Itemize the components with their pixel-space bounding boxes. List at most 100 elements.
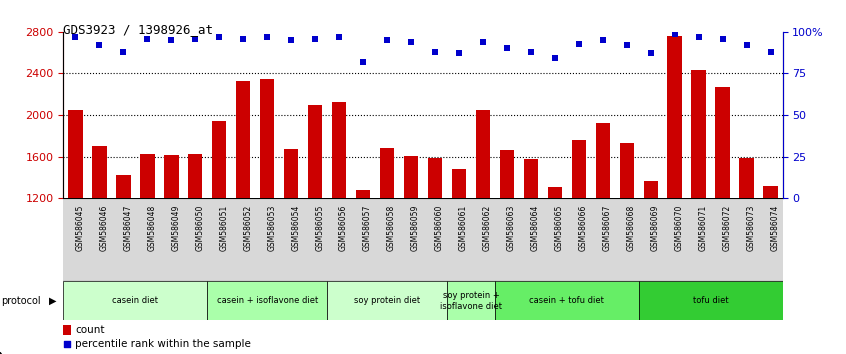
Bar	[500, 150, 514, 323]
Point	[428, 49, 442, 55]
Bar	[524, 159, 538, 323]
Text: GSM586059: GSM586059	[411, 205, 420, 251]
Text: soy protein +
isoflavone diet: soy protein + isoflavone diet	[440, 291, 502, 310]
Point	[739, 42, 753, 48]
Bar	[572, 140, 586, 323]
Text: GSM586058: GSM586058	[387, 205, 396, 251]
Text: protocol: protocol	[1, 296, 41, 306]
Text: GSM586068: GSM586068	[627, 205, 635, 251]
Text: GSM586065: GSM586065	[555, 205, 563, 251]
Bar	[475, 110, 490, 323]
Text: GSM586045: GSM586045	[75, 205, 85, 251]
Point	[164, 37, 178, 43]
Bar	[236, 81, 250, 323]
Point	[596, 37, 609, 43]
Bar	[495, 281, 639, 320]
Point	[356, 59, 370, 65]
Point	[548, 56, 562, 61]
Bar	[547, 187, 562, 323]
Bar	[447, 281, 495, 320]
Point	[261, 34, 274, 40]
Bar	[739, 158, 754, 323]
Bar	[140, 154, 155, 323]
Point	[404, 39, 418, 45]
Text: casein + isoflavone diet: casein + isoflavone diet	[217, 296, 318, 306]
Text: GSM586071: GSM586071	[699, 205, 707, 251]
Bar	[644, 181, 658, 323]
Point	[60, 341, 74, 347]
Bar	[716, 87, 730, 323]
Text: GSM586060: GSM586060	[435, 205, 444, 251]
Text: GSM586048: GSM586048	[147, 205, 157, 251]
Text: GSM586053: GSM586053	[267, 205, 276, 251]
Text: GSM586070: GSM586070	[675, 205, 684, 251]
Text: soy protein diet: soy protein diet	[354, 296, 420, 306]
Point	[332, 34, 346, 40]
Text: GSM586049: GSM586049	[171, 205, 180, 251]
Point	[667, 31, 681, 36]
Bar	[380, 148, 394, 323]
Point	[500, 46, 514, 51]
Bar	[212, 121, 227, 323]
Text: GSM586054: GSM586054	[291, 205, 300, 251]
Bar	[69, 110, 83, 323]
Bar	[188, 154, 202, 323]
Bar	[164, 155, 179, 323]
Point	[764, 49, 777, 55]
Point	[716, 36, 729, 41]
Bar	[404, 156, 418, 323]
Text: GSM586064: GSM586064	[531, 205, 540, 251]
Text: GSM586074: GSM586074	[771, 205, 779, 251]
Bar	[308, 105, 322, 323]
Text: ▶: ▶	[49, 296, 57, 306]
Point	[212, 34, 226, 40]
Point	[117, 49, 130, 55]
Point	[452, 51, 465, 56]
Bar	[356, 190, 371, 323]
Text: GSM586050: GSM586050	[195, 205, 204, 251]
Bar	[284, 149, 299, 323]
Point	[644, 51, 657, 56]
Bar	[63, 281, 207, 320]
Point	[140, 36, 154, 41]
Bar	[691, 70, 706, 323]
Text: GSM586052: GSM586052	[244, 205, 252, 251]
Text: GSM586063: GSM586063	[507, 205, 516, 251]
Bar	[63, 325, 71, 335]
Text: GSM586067: GSM586067	[602, 205, 612, 251]
Text: GSM586055: GSM586055	[315, 205, 324, 251]
Point	[92, 42, 106, 48]
Bar	[332, 102, 346, 323]
Bar	[92, 146, 107, 323]
Text: GDS3923 / 1398926_at: GDS3923 / 1398926_at	[63, 23, 213, 36]
Text: tofu diet: tofu diet	[693, 296, 728, 306]
Bar	[596, 124, 610, 323]
Text: GSM586066: GSM586066	[579, 205, 588, 251]
Bar	[452, 169, 466, 323]
Bar	[260, 79, 274, 323]
Text: GSM586047: GSM586047	[124, 205, 132, 251]
Point	[308, 36, 321, 41]
Bar	[763, 186, 777, 323]
Text: GSM586057: GSM586057	[363, 205, 372, 251]
Text: GSM586051: GSM586051	[219, 205, 228, 251]
Bar	[619, 143, 634, 323]
Text: GSM586073: GSM586073	[747, 205, 755, 251]
Bar	[327, 281, 447, 320]
Bar	[667, 36, 682, 323]
Text: casein + tofu diet: casein + tofu diet	[530, 296, 604, 306]
Point	[69, 34, 82, 40]
Point	[692, 34, 706, 40]
Text: percentile rank within the sample: percentile rank within the sample	[75, 339, 251, 349]
Text: casein diet: casein diet	[113, 296, 158, 306]
Point	[380, 37, 393, 43]
Bar	[116, 175, 130, 323]
Text: GSM586062: GSM586062	[483, 205, 492, 251]
Point	[476, 39, 490, 45]
Text: GSM586072: GSM586072	[722, 205, 732, 251]
Point	[189, 36, 202, 41]
Point	[524, 49, 537, 55]
Point	[620, 42, 634, 48]
Bar	[428, 158, 442, 323]
Text: GSM586056: GSM586056	[339, 205, 348, 251]
